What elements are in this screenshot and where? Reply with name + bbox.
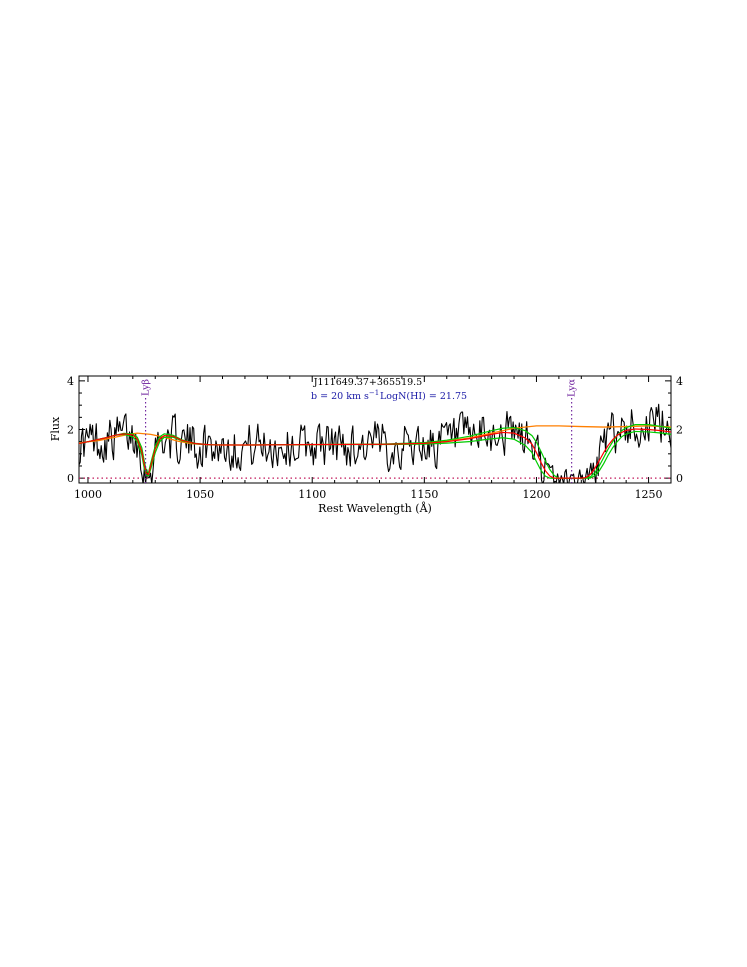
column-density-annotation: LogN(HI) = 21.75 bbox=[380, 391, 467, 402]
x-tick-label: 1250 bbox=[635, 488, 663, 501]
y-axis-ticks: 0 0 2 2 4 4 bbox=[67, 375, 683, 485]
y-tick-label-left: 0 bbox=[67, 472, 74, 485]
x-tick-label: 1100 bbox=[298, 488, 326, 501]
x-tick-label: 1050 bbox=[186, 488, 214, 501]
chart-title: J111649.37+365519.5 bbox=[313, 377, 422, 388]
plot-content bbox=[79, 398, 671, 483]
model-upper-bound-line bbox=[79, 424, 671, 479]
x-tick-label: 1150 bbox=[410, 488, 438, 501]
y-tick-label-right: 2 bbox=[676, 424, 683, 437]
ly-beta-label: Lyβ bbox=[141, 379, 152, 397]
y-tick-label-right: 4 bbox=[676, 375, 683, 388]
doppler-parameter-text: b = 20 km s bbox=[311, 391, 369, 402]
y-tick-label-left: 4 bbox=[67, 375, 74, 388]
observed-spectrum-line bbox=[79, 403, 671, 483]
x-axis-ticks: 1000 1050 1100 1150 1200 1250 bbox=[74, 376, 672, 501]
x-tick-label: 1200 bbox=[522, 488, 550, 501]
x-tick-label: 1000 bbox=[74, 488, 102, 501]
y-tick-label-right: 0 bbox=[676, 472, 683, 485]
doppler-parameter-annotation: b = 20 km s−1 bbox=[311, 389, 379, 402]
dla-model-line bbox=[79, 428, 671, 479]
y-axis-label: Flux bbox=[49, 416, 62, 441]
x-axis-label: Rest Wavelength (Å) bbox=[318, 501, 432, 515]
model-lower-bound-line bbox=[79, 430, 671, 479]
ly-alpha-label: Lyα bbox=[567, 378, 578, 397]
y-tick-label-left: 2 bbox=[67, 424, 74, 437]
doppler-parameter-exponent: −1 bbox=[369, 389, 379, 397]
